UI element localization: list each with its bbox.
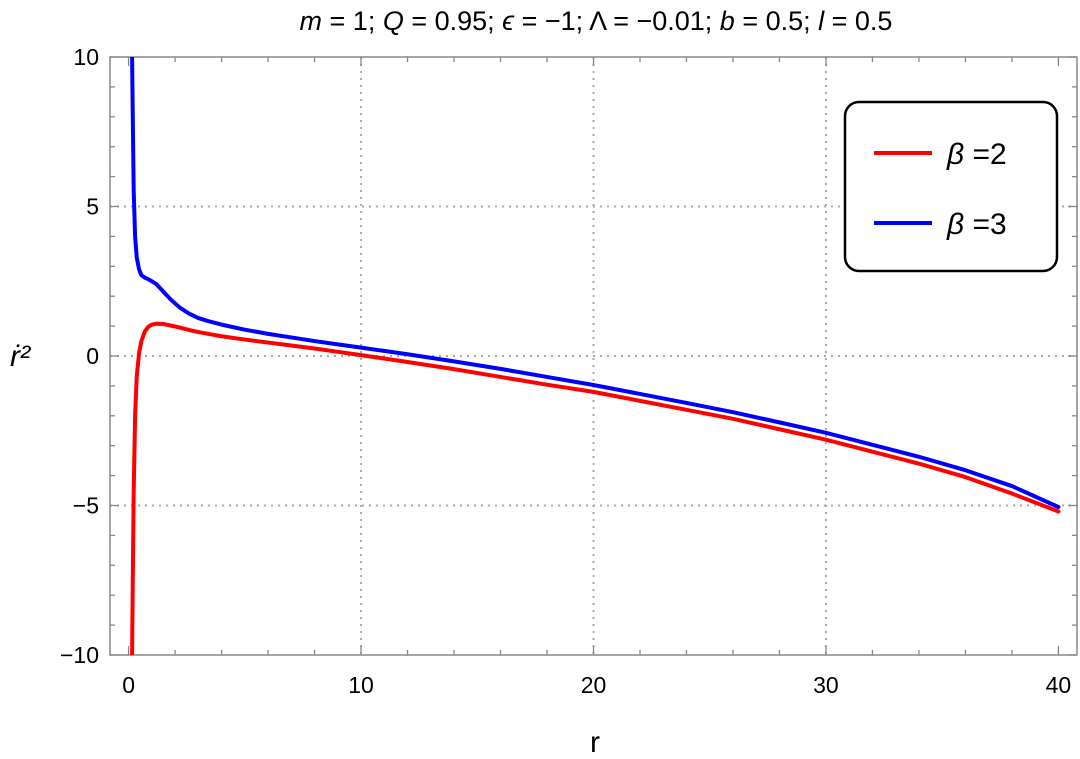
- chart-title-part: m: [300, 6, 323, 36]
- legend-beta-value: =3: [964, 208, 1007, 241]
- series-line-1: [130, 57, 1061, 509]
- chart-title-part: = 1;: [322, 6, 383, 36]
- y-tick-label: 10: [73, 44, 99, 70]
- x-tick-label: 0: [122, 672, 135, 698]
- chart-title-part: Q: [383, 6, 404, 36]
- legend-label-beta-2: β =2: [946, 138, 1007, 171]
- x-axis-title: r: [590, 726, 600, 759]
- y-axis-title-symbol: ṙ²: [10, 340, 31, 373]
- axis-ticks: [110, 56, 1077, 656]
- series-group: [130, 57, 1061, 655]
- y-axis-title: ṙ²: [10, 340, 31, 373]
- legend: β =2 β =3: [843, 100, 1059, 273]
- x-tick-label: 20: [581, 672, 607, 698]
- chart-title-part: ϵ: [502, 6, 515, 36]
- chart-title-part: b: [720, 6, 735, 36]
- y-tick-label: 5: [86, 194, 99, 220]
- chart-title-part: = 0.5;: [735, 6, 818, 36]
- y-tick-labels: −10 −5 0 5 10: [60, 44, 99, 668]
- chart-title-part: l: [818, 6, 825, 36]
- legend-box: [843, 100, 1059, 273]
- x-tick-label: 30: [813, 672, 839, 698]
- legend-label-beta-3: β =3: [946, 208, 1007, 241]
- legend-beta-symbol: β: [946, 138, 964, 171]
- y-tick-label: 0: [86, 343, 99, 369]
- x-tick-labels: 0 10 20 30 40: [122, 672, 1071, 698]
- chart-title-part: = −1; Λ = −0.01;: [514, 6, 720, 36]
- y-tick-label: −5: [73, 493, 99, 519]
- y-tick-label: −10: [60, 642, 99, 668]
- legend-beta-symbol: β: [946, 208, 964, 241]
- x-tick-label: 40: [1046, 672, 1072, 698]
- series-line-0: [130, 321, 1061, 655]
- chart-title: m = 1; Q = 0.95; ϵ = −1; Λ = −0.01; b = …: [300, 6, 893, 36]
- chart-title-part: = 0.95;: [404, 6, 502, 36]
- chart-title-part: = 0.5: [824, 6, 892, 36]
- legend-beta-value: =2: [964, 138, 1007, 171]
- x-tick-label: 10: [348, 672, 374, 698]
